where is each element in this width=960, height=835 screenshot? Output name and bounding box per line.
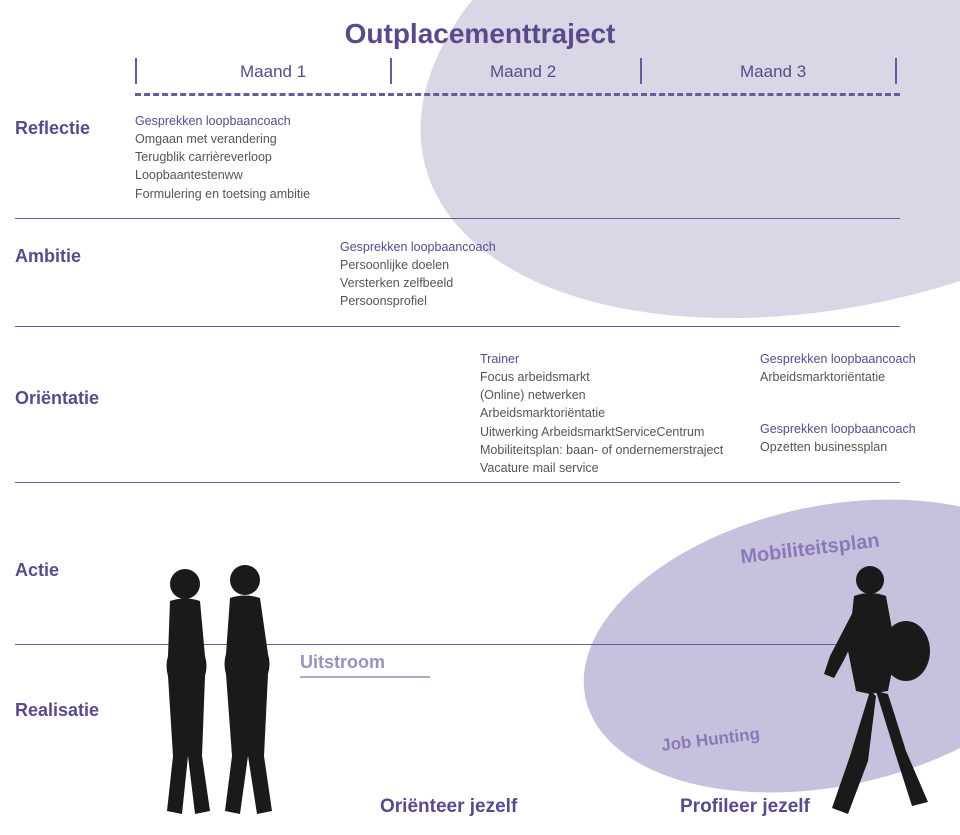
- block-line: Uitwerking ArbeidsmarktServiceCentrum: [480, 423, 780, 441]
- month-tick: [135, 58, 137, 84]
- row-label-reflectie: Reflectie: [15, 118, 90, 139]
- block-lead: Gesprekken loopbaancoach: [135, 112, 395, 130]
- month-tick: [640, 58, 642, 84]
- block-line: Omgaan met verandering: [135, 130, 395, 148]
- block-reflectie: Gesprekken loopbaancoach Omgaan met vera…: [135, 112, 395, 203]
- row-label-realisatie: Realisatie: [15, 700, 99, 721]
- block-line: Focus arbeidsmarkt: [480, 368, 780, 386]
- month-tick: [895, 58, 897, 84]
- block-line: Mobiliteitsplan: baan- of ondernemerstra…: [480, 441, 780, 459]
- silhouette-pair-icon: [140, 556, 310, 816]
- divider: [15, 218, 900, 219]
- month-label: Maand 1: [240, 62, 306, 82]
- block-line: Vacature mail service: [480, 459, 780, 477]
- block-line: Loopbaantestenww: [135, 166, 395, 184]
- row-label-orientatie: Oriëntatie: [15, 388, 99, 409]
- month-label: Maand 2: [490, 62, 556, 82]
- month-dashed-line: [135, 93, 900, 96]
- row-label-actie: Actie: [15, 560, 59, 581]
- block-lead: Gesprekken loopbaancoach: [340, 238, 600, 256]
- block-line: Formulering en toetsing ambitie: [135, 185, 395, 203]
- divider: [15, 326, 900, 327]
- bottom-label-orienteer: Oriënteer jezelf: [380, 796, 517, 818]
- block-orientatie-trainer: Trainer Focus arbeidsmarkt (Online) netw…: [480, 350, 780, 477]
- block-orientatie-coach-2: Gesprekken loopbaancoach Opzetten busine…: [760, 420, 960, 456]
- divider: [15, 482, 900, 483]
- block-line: Persoonlijke doelen: [340, 256, 600, 274]
- block-line: Persoonsprofiel: [340, 292, 600, 310]
- block-line: Opzetten businessplan: [760, 438, 960, 456]
- block-lead: Gesprekken loopbaancoach: [760, 420, 960, 438]
- silhouette-walker-icon: [810, 556, 940, 816]
- page-title: Outplacementtraject: [0, 18, 960, 50]
- block-lead: Gesprekken loopbaancoach: [760, 350, 960, 368]
- bottom-label-profileer: Profileer jezelf: [680, 796, 810, 818]
- block-line: Versterken zelfbeeld: [340, 274, 600, 292]
- block-line: (Online) netwerken: [480, 386, 780, 404]
- month-axis: Maand 1 Maand 2 Maand 3: [0, 62, 960, 92]
- row-label-ambitie: Ambitie: [15, 246, 81, 267]
- uitstroom-label: Uitstroom: [300, 652, 430, 678]
- block-lead: Trainer: [480, 350, 780, 368]
- block-line: Terugblik carrièreverloop: [135, 148, 395, 166]
- block-orientatie-coach-1: Gesprekken loopbaancoach Arbeidsmarktori…: [760, 350, 960, 386]
- block-line: Arbeidsmarktoriëntatie: [760, 368, 960, 386]
- block-ambitie: Gesprekken loopbaancoach Persoonlijke do…: [340, 238, 600, 311]
- month-label: Maand 3: [740, 62, 806, 82]
- block-line: Arbeidsmarktoriëntatie: [480, 404, 780, 422]
- month-tick: [390, 58, 392, 84]
